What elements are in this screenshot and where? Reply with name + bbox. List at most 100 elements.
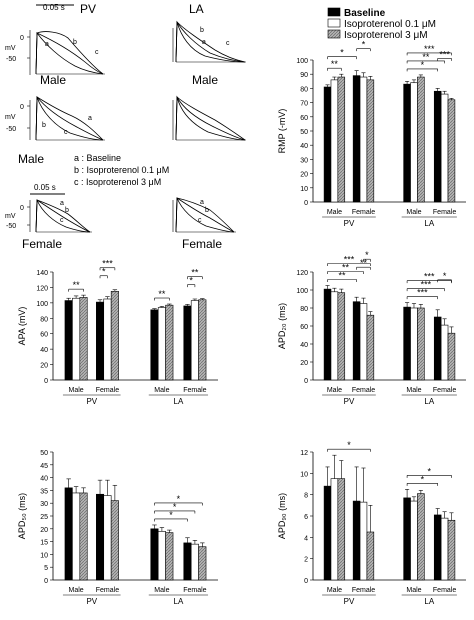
y-tick-label: 5 <box>44 565 48 572</box>
y-tick-label: 100 <box>36 301 48 308</box>
trace2-letter-a: a <box>88 115 92 122</box>
significance-label: * <box>169 510 173 520</box>
trace-header-pv: PV <box>80 2 96 16</box>
bar <box>359 303 368 381</box>
trace-tick-neg50: -50 <box>6 56 16 63</box>
significance-label: * <box>443 271 447 281</box>
subgroup-label: Male <box>406 387 421 394</box>
group-label: LA <box>174 397 184 406</box>
row-label-male-left: Male <box>18 152 44 166</box>
chart-apa: 0 20 40 60 80 100 120 140 APA (mV) Male Female Male… <box>17 259 218 406</box>
y-axis-label: APA (mV) <box>17 307 27 346</box>
group-label: LA <box>174 597 184 606</box>
bar <box>150 528 159 581</box>
subgroup-label: Female <box>352 587 375 594</box>
group-label: LA <box>424 597 434 606</box>
trace-tick-0: 0 <box>20 35 24 42</box>
bar <box>72 297 81 381</box>
bar <box>366 314 375 381</box>
y-tick-label: 0 <box>44 378 48 385</box>
bar <box>447 332 456 381</box>
y-tick-label: 45 <box>40 463 48 470</box>
legend-swatch-iso01 <box>327 18 341 28</box>
group-label: PV <box>344 219 355 228</box>
traces-panel: PV LA 0.05 s 0 mV -50 a b c <box>5 2 246 251</box>
trace-key-c: c : Isoproterenol 3 μM <box>74 177 161 187</box>
trace-la1-letter-a: a <box>202 39 206 46</box>
y-tick-label: 100 <box>296 288 308 295</box>
y-tick-label: 70 <box>300 101 308 108</box>
trace2-tick-neg50: -50 <box>6 126 16 133</box>
bar <box>323 485 332 581</box>
bar <box>359 501 368 581</box>
trace2-tick-0: 0 <box>20 104 24 111</box>
y-tick-label: 120 <box>296 270 308 277</box>
legend-label-iso3: Isoproterenol 3 μM <box>344 30 428 41</box>
y-tick-label: 40 <box>300 143 308 150</box>
trace2-mv-label: mV <box>5 114 16 121</box>
subgroup-label: Male <box>69 387 84 394</box>
y-tick-label: 8 <box>304 493 308 500</box>
y-tick-label: 0 <box>304 200 308 207</box>
y-tick-label: 60 <box>300 324 308 331</box>
y-tick-label: 80 <box>300 306 308 313</box>
y-tick-label: 100 <box>296 58 308 65</box>
trace2-letter-c: c <box>64 129 68 136</box>
y-tick-label: 0 <box>44 578 48 585</box>
y-tick-label: 15 <box>40 540 48 547</box>
y-tick-label: 80 <box>300 86 308 93</box>
bar <box>337 76 346 203</box>
subgroup-label: Female <box>352 387 375 394</box>
bar <box>440 517 449 581</box>
y-tick-label: 4 <box>304 535 308 542</box>
subgroup-label: Female <box>433 209 456 216</box>
bar <box>366 531 375 581</box>
bar <box>337 478 346 581</box>
trace-pv-male-2: 0 mV -50 a b c <box>5 95 105 141</box>
bar <box>352 500 361 581</box>
trace-la-male: b a c <box>172 20 246 63</box>
legend-label-iso01: Isoproterenol 0.1 μM <box>344 19 436 30</box>
y-tick-label: 50 <box>300 129 308 136</box>
bar <box>183 542 192 581</box>
y-tick-label: 60 <box>40 332 48 339</box>
bar <box>157 531 166 581</box>
bar <box>337 292 346 381</box>
significance-label: *** <box>421 280 432 290</box>
bar <box>410 307 418 381</box>
significance-label: ** <box>422 52 430 62</box>
significance-label: * <box>362 40 366 50</box>
bar <box>72 492 81 581</box>
bar <box>366 79 375 203</box>
y-tick-label: 30 <box>300 157 308 164</box>
bar <box>110 500 119 581</box>
trace-key-b: b : Isoproterenol 0.1 μM <box>74 165 169 175</box>
row-label-female-la: Female <box>182 237 222 251</box>
significance-label: *** <box>424 272 435 282</box>
group-label: LA <box>424 219 434 228</box>
bar <box>403 306 411 381</box>
legend: Baseline Isoproterenol 0.1 μM Isoprotere… <box>327 7 436 41</box>
y-tick-label: 20 <box>40 363 48 370</box>
bar <box>352 75 361 203</box>
bar <box>352 301 361 381</box>
group-label: LA <box>424 397 434 406</box>
bar <box>79 492 88 581</box>
significance-label: ** <box>360 258 368 268</box>
bar <box>103 298 112 381</box>
row-label-male-pv: Male <box>40 73 66 87</box>
significance-label: *** <box>424 44 435 54</box>
trace-letter-b: b <box>73 39 77 46</box>
bar <box>198 299 207 381</box>
trace-la1-letter-b: b <box>200 27 204 34</box>
bar <box>447 99 456 203</box>
y-tick-label: 140 <box>36 270 48 277</box>
significance-label: ** <box>342 263 350 273</box>
chart-apd20: 0 20 40 60 80 100 120 APD₂₀ (ms) Male Female Male F… <box>277 250 466 406</box>
trace4-letter-c: c <box>198 217 202 224</box>
bar <box>323 288 332 381</box>
significance-label: * <box>365 250 369 260</box>
bar <box>403 497 411 581</box>
bar <box>417 493 425 581</box>
row-label-male-la: Male <box>192 73 218 87</box>
